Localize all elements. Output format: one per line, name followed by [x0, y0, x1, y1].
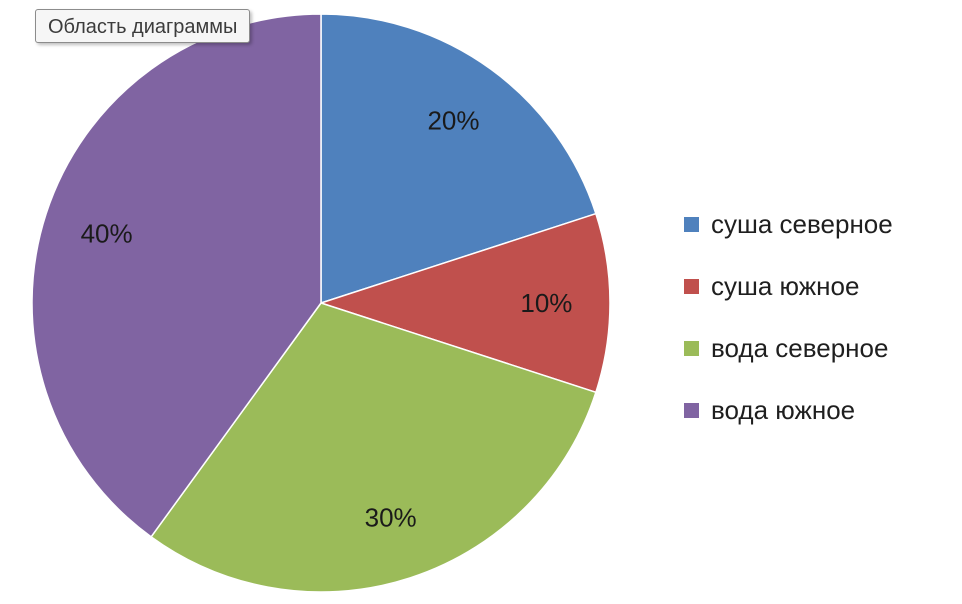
- legend-item-4[interactable]: вода южное: [684, 379, 893, 441]
- legend-swatch: [684, 278, 699, 294]
- legend-swatch: [684, 216, 699, 232]
- legend-label: суша южное: [711, 270, 860, 301]
- legend-label: суша северное: [711, 208, 893, 239]
- legend-item-2[interactable]: суша южное: [684, 255, 893, 317]
- pie-slice-2[interactable]: [318, 212, 611, 394]
- chart-legend[interactable]: суша северное суша южное вода северное вода…: [684, 193, 893, 441]
- legend-label: вода южное: [711, 394, 856, 425]
- legend-label: вода северное: [711, 332, 889, 363]
- data-label-2: 10%: [520, 288, 572, 318]
- chart-area-tooltip: Область диаграммы: [35, 9, 251, 43]
- legend-item-3[interactable]: вода северное: [684, 317, 893, 379]
- legend-swatch: [684, 340, 699, 356]
- data-label-4: 40%: [81, 218, 133, 248]
- legend-swatch: [684, 402, 699, 418]
- legend-item-1[interactable]: суша северное: [684, 193, 893, 255]
- data-label-3: 30%: [365, 502, 417, 532]
- pie-slice-3[interactable]: [150, 302, 597, 593]
- data-label-1: 20%: [427, 106, 479, 136]
- pie-slice-1[interactable]: [320, 13, 597, 305]
